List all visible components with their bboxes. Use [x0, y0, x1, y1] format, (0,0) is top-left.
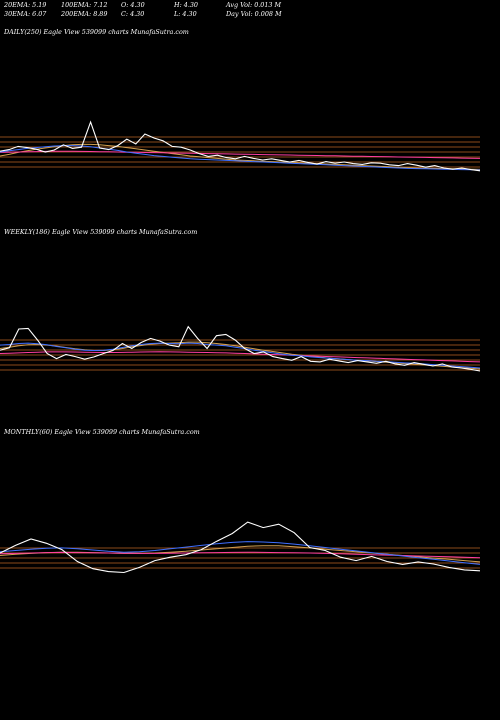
stat-day-vol: Day Vol: 0.008 M [226, 10, 282, 18]
stat-200ema: 200EMA: 8.89 [61, 10, 108, 18]
stat-30ema: 30EMA: 6.07 [4, 10, 47, 18]
weekly-ema-pink-line [0, 351, 481, 363]
weekly-ema-blue-line [0, 342, 481, 369]
monthly-chart [0, 521, 481, 574]
price-bands [0, 136, 480, 569]
stat-low: L: 4.30 [174, 10, 197, 18]
stat-100ema: 100EMA: 7.12 [61, 1, 108, 9]
monthly-ema-blue-line [0, 541, 481, 565]
daily-chart [0, 120, 481, 172]
daily-ema-pink-line [0, 150, 481, 159]
daily-price-line [0, 120, 481, 172]
stat-open: O: 4.30 [121, 1, 145, 9]
daily-panel-label: DAILY(250) Eagle View 539099 charts Muna… [4, 28, 189, 36]
weekly-price-line [0, 325, 481, 372]
monthly-price-line [0, 521, 481, 574]
stat-close: C: 4.30 [121, 10, 145, 18]
weekly-panel-label: WEEKLY(186) Eagle View 539099 charts Mun… [4, 228, 198, 236]
monthly-panel-label: MONTHLY(60) Eagle View 539099 charts Mun… [4, 428, 200, 436]
weekly-chart [0, 325, 481, 372]
stat-20ema: 20EMA: 5.19 [4, 1, 47, 9]
stat-high: H: 4.30 [174, 1, 198, 9]
stat-avg-vol: Avg Vol: 0.013 M [226, 1, 282, 9]
daily-ema-blue-line [0, 145, 481, 171]
daily-ema-orange-line [0, 143, 481, 170]
